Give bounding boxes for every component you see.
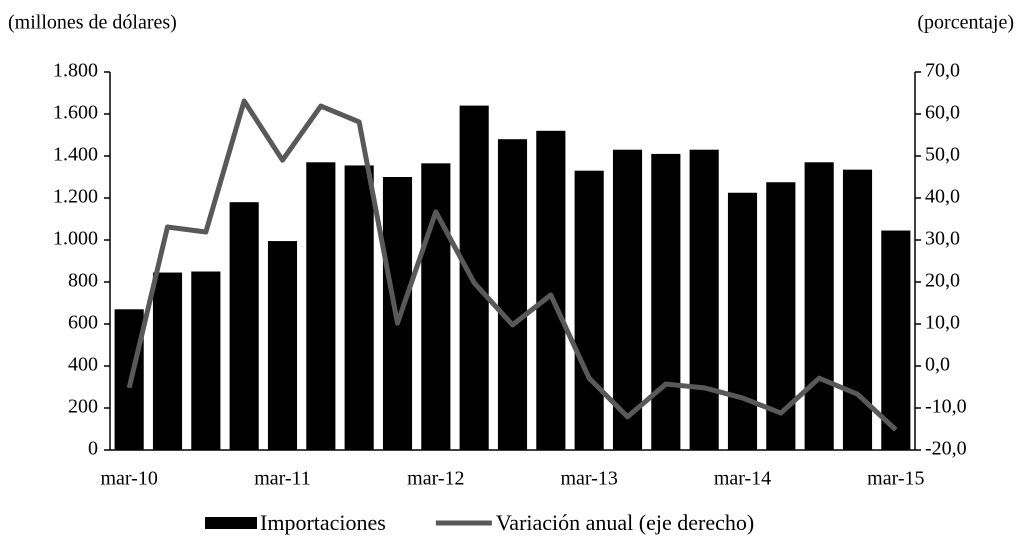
bar <box>267 241 298 450</box>
y-tick-label: 1.800 <box>53 60 98 82</box>
x-tick-label: mar-10 <box>100 468 157 490</box>
y2-tick-label: 70,0 <box>925 60 960 82</box>
y-tick-label: 1.600 <box>53 102 98 124</box>
y2-tick-label: 30,0 <box>925 228 960 250</box>
x-tick-label: mar-11 <box>254 468 311 490</box>
y2-tick-label: 50,0 <box>925 144 960 166</box>
y-axis-label: (millones de dólares) <box>8 12 177 34</box>
bar <box>727 192 758 450</box>
legend-label: Variación anual (eje derecho) <box>496 510 754 535</box>
bar <box>651 153 681 450</box>
y2-tick-label: 20,0 <box>925 270 960 292</box>
bar <box>804 162 834 451</box>
y2-tick-label: 40,0 <box>925 186 960 208</box>
bar <box>229 202 259 450</box>
bar <box>191 271 221 450</box>
y2-tick-label: -10,0 <box>925 396 967 418</box>
legend-swatch <box>205 517 257 529</box>
bar <box>881 230 911 450</box>
bar <box>842 169 873 450</box>
y-tick-label: 400 <box>68 354 98 376</box>
y-tick-label: 1.000 <box>53 228 98 250</box>
legend-label: Importaciones <box>260 510 386 535</box>
y-tick-label: 1.200 <box>53 186 98 208</box>
y2-tick-label: 0,0 <box>925 354 950 376</box>
x-tick-label: mar-15 <box>867 468 924 490</box>
bar <box>689 149 719 450</box>
bar <box>344 165 374 450</box>
bar <box>536 130 566 451</box>
bar <box>152 272 183 450</box>
y-tick-label: 800 <box>68 270 98 292</box>
y-tick-label: 600 <box>68 312 98 334</box>
bar <box>497 139 528 450</box>
y-tick-label: 200 <box>68 396 98 418</box>
y2-tick-label: -20,0 <box>925 438 967 460</box>
x-tick-label: mar-12 <box>407 468 464 490</box>
bar <box>306 162 336 451</box>
x-tick-label: mar-14 <box>714 468 771 490</box>
y2-tick-label: 10,0 <box>925 312 960 334</box>
bar <box>421 163 451 450</box>
bar <box>612 149 643 450</box>
y2-axis-label: (porcentaje) <box>917 12 1014 34</box>
bar <box>574 170 604 450</box>
y-tick-label: 0 <box>88 438 98 460</box>
line <box>126 98 898 432</box>
x-tick-label: mar-13 <box>560 468 617 490</box>
y-tick-label: 1.400 <box>53 144 98 166</box>
y2-tick-label: 60,0 <box>925 102 960 124</box>
